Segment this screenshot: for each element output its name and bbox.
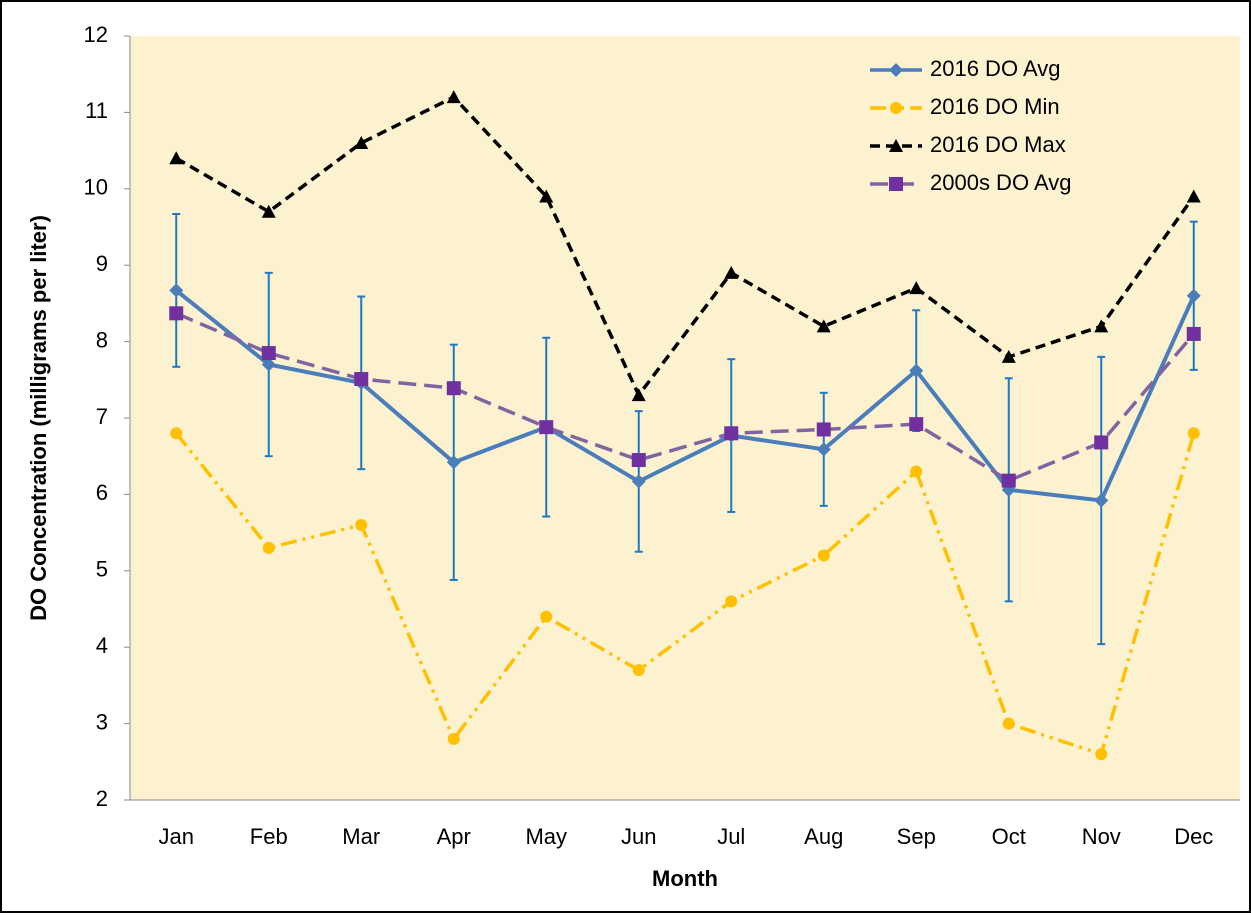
point-marker: [724, 426, 739, 441]
point-marker: [261, 204, 276, 218]
legend-label: 2016 DO Min: [930, 94, 1060, 119]
x-tick-label: Jun: [621, 824, 656, 849]
point-marker: [631, 453, 646, 468]
point-marker: [1187, 427, 1200, 440]
point-marker: [1094, 319, 1109, 333]
x-tick-label: May: [525, 824, 567, 849]
y-tick-label: 11: [85, 98, 108, 123]
point-marker: [446, 455, 461, 470]
point-marker: [1186, 326, 1201, 341]
point-marker: [1186, 288, 1201, 303]
point-marker: [909, 363, 924, 378]
series-line: [175, 94, 1196, 399]
point-marker: [169, 283, 184, 298]
point-marker: [1094, 435, 1109, 450]
legend-marker: [889, 63, 903, 77]
x-tick-label: Dec: [1174, 824, 1213, 849]
point-marker: [910, 465, 923, 478]
point-marker: [631, 474, 646, 489]
y-tick-label: 2: [96, 786, 108, 811]
plot-area: [130, 36, 1240, 800]
point-marker: [169, 151, 184, 165]
point-marker: [1095, 748, 1108, 761]
point-marker: [355, 518, 368, 531]
point-marker: [632, 664, 645, 677]
point-marker: [539, 189, 554, 203]
point-marker: [1094, 493, 1109, 508]
point-marker: [261, 346, 276, 361]
point-marker: [261, 357, 276, 372]
legend-label: 2016 DO Max: [930, 132, 1066, 157]
point-marker: [816, 422, 831, 437]
series-line: [174, 432, 1196, 757]
x-tick-label: Aug: [804, 824, 843, 849]
y-tick-label: 9: [96, 251, 108, 276]
point-marker: [1001, 349, 1016, 363]
point-marker: [169, 306, 184, 321]
point-marker: [354, 135, 369, 149]
point-marker: [816, 319, 831, 333]
series-line: [175, 311, 1196, 483]
point-marker: [539, 420, 554, 435]
point-marker: [909, 281, 924, 295]
x-tick-label: Jan: [159, 824, 194, 849]
x-tick-label: Nov: [1082, 824, 1121, 849]
x-tick-label: Feb: [250, 824, 288, 849]
x-tick-label: Mar: [342, 824, 380, 849]
x-tick-label: Oct: [992, 824, 1026, 849]
y-tick-label: 5: [96, 557, 108, 582]
point-marker: [540, 610, 553, 623]
point-marker: [1001, 473, 1016, 488]
point-marker: [1002, 717, 1015, 730]
series-line: [174, 288, 1196, 503]
point-marker: [354, 372, 369, 387]
point-marker: [816, 442, 831, 457]
y-tick-label: 3: [96, 709, 108, 734]
point-marker: [446, 90, 461, 104]
x-tick-label: Jul: [717, 824, 745, 849]
legend-label: 2016 DO Avg: [930, 56, 1060, 81]
y-tick-label: 10: [84, 175, 108, 200]
y-tick-label: 8: [96, 327, 108, 352]
point-marker: [447, 732, 460, 745]
point-marker: [170, 427, 183, 440]
point-marker: [724, 265, 739, 279]
point-marker: [262, 541, 275, 554]
point-marker: [631, 388, 646, 402]
y-tick-label: 7: [96, 404, 108, 429]
point-marker: [817, 549, 830, 562]
legend-marker: [889, 177, 903, 191]
x-tick-label: Apr: [437, 824, 471, 849]
legend-marker: [890, 102, 902, 114]
y-tick-label: 12: [84, 22, 108, 47]
point-marker: [909, 417, 924, 432]
legend-marker: [889, 139, 903, 152]
point-marker: [1186, 189, 1201, 203]
x-tick-label: Sep: [897, 824, 936, 849]
point-marker: [446, 381, 461, 396]
y-axis-title: DO Concentration (milligrams per liter): [26, 215, 51, 621]
x-axis-title: Month: [652, 866, 718, 891]
point-marker: [725, 595, 738, 608]
y-tick-label: 6: [96, 480, 108, 505]
y-tick-label: 4: [96, 633, 108, 658]
legend-label: 2000s DO Avg: [930, 170, 1071, 195]
